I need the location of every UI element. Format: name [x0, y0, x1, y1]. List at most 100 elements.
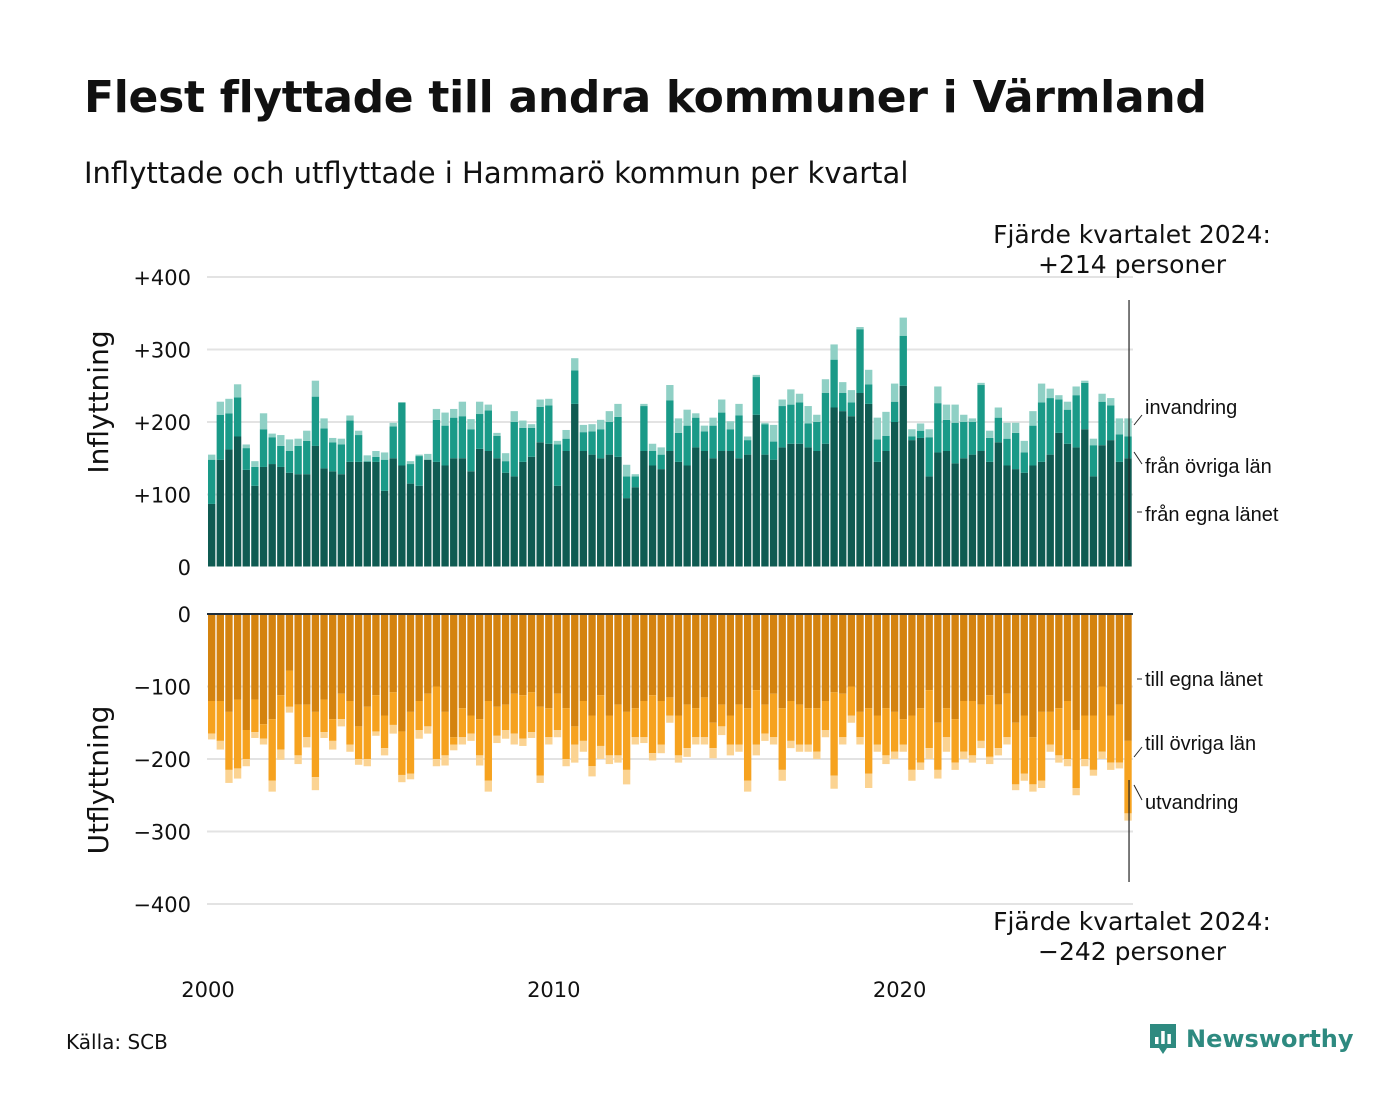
bar-out-1	[285, 670, 294, 707]
bar-in-1	[597, 429, 605, 459]
bar-in-2	[1115, 418, 1124, 435]
bar-out-2	[320, 732, 328, 738]
bar-in-1	[1063, 409, 1072, 444]
brand-logo[interactable]: Newsworthy	[1148, 1022, 1354, 1056]
bar-in-0	[553, 485, 562, 567]
bar-out-2	[484, 780, 492, 792]
bar-out-0	[311, 614, 320, 712]
bar-in-1	[545, 405, 553, 444]
bar-in-2	[579, 424, 588, 433]
bar-out-2	[406, 773, 415, 780]
bar-in-1	[354, 435, 363, 462]
bar-in-2	[674, 418, 683, 433]
bar-out-0	[588, 614, 596, 716]
bar-in-0	[769, 459, 778, 567]
bar-out-0	[363, 614, 371, 707]
bar-in-2	[830, 344, 838, 360]
bar-out-0	[778, 614, 786, 709]
bar-in-2	[916, 423, 925, 431]
bar-out-1	[225, 711, 233, 770]
bar-out-2	[562, 759, 570, 767]
bar-in-1	[501, 461, 510, 473]
bar-out-0	[597, 614, 605, 696]
bar-in-1	[372, 456, 380, 462]
bar-in-0	[1037, 461, 1046, 568]
bar-in-2	[1029, 411, 1037, 426]
bar-in-0	[320, 468, 328, 567]
bar-in-1	[925, 437, 933, 477]
bar-out-1	[1011, 722, 1020, 785]
bar-out-0	[1003, 614, 1011, 694]
bar-in-2	[216, 401, 224, 415]
bar-out-2	[1020, 773, 1028, 781]
bar-out-1	[527, 692, 536, 733]
bar-in-0	[605, 454, 613, 568]
bar-in-1	[277, 445, 285, 467]
bar-in-0	[372, 461, 380, 568]
bar-in-0	[225, 449, 233, 567]
bar-in-2	[813, 414, 821, 422]
bar-out-1	[380, 715, 389, 749]
bar-out-2	[709, 748, 717, 759]
bar-out-2	[311, 777, 320, 791]
bar-in-2	[424, 453, 432, 460]
label-leader	[1133, 414, 1143, 426]
bar-in-0	[389, 458, 397, 567]
bar-in-1	[1107, 405, 1115, 441]
bar-in-1	[865, 384, 873, 404]
bar-in-0	[752, 414, 760, 567]
x-tick-label: 2010	[527, 978, 580, 1002]
bar-in-0	[527, 456, 536, 567]
bar-out-2	[329, 740, 337, 750]
bar-in-1	[1020, 452, 1028, 473]
bar-out-0	[259, 614, 268, 725]
bar-out-0	[942, 614, 951, 709]
bar-out-1	[614, 704, 622, 756]
bar-out-0	[467, 614, 475, 716]
bar-in-0	[787, 443, 795, 567]
bar-in-1	[363, 461, 371, 462]
bar-in-2	[337, 438, 346, 445]
bar-in-1	[233, 397, 242, 437]
bar-in-0	[406, 483, 415, 568]
bar-in-1	[536, 406, 544, 443]
bar-out-2	[873, 744, 881, 752]
bar-out-1	[424, 693, 432, 727]
bar-out-0	[605, 614, 613, 716]
bar-out-1	[752, 690, 760, 745]
bar-out-2	[424, 726, 432, 734]
bar-out-1	[743, 708, 752, 781]
bar-in-0	[501, 472, 510, 567]
bar-in-1	[337, 444, 346, 475]
bar-out-1	[450, 737, 458, 745]
bar-in-1	[908, 436, 916, 441]
bar-out-1	[588, 715, 596, 767]
bar-in-2	[700, 425, 709, 432]
bar-in-0	[458, 458, 467, 567]
bar-out-0	[674, 614, 683, 716]
bar-in-2	[622, 464, 631, 477]
bar-in-2	[795, 393, 804, 403]
bar-out-1	[475, 719, 484, 756]
bar-out-0	[986, 614, 994, 696]
bar-out-1	[813, 708, 821, 752]
bar-in-2	[268, 433, 276, 438]
bar-in-0	[856, 393, 864, 567]
bar-out-2	[1098, 751, 1106, 759]
bar-out-0	[216, 614, 224, 701]
bar-in-2	[562, 429, 570, 439]
bar-in-0	[882, 451, 890, 567]
bar-out-2	[303, 737, 311, 748]
bar-out-1	[259, 724, 268, 739]
bar-in-0	[986, 461, 994, 568]
bar-out-1	[648, 695, 657, 754]
bar-out-0	[519, 614, 527, 696]
bar-in-2	[614, 403, 622, 417]
bar-in-1	[1072, 395, 1080, 448]
bar-in-1	[761, 424, 769, 455]
bar-in-0	[380, 490, 389, 568]
bar-out-2	[1089, 769, 1098, 776]
bar-in-0	[951, 463, 959, 567]
bar-in-1	[631, 476, 639, 488]
bar-out-2	[761, 733, 769, 741]
